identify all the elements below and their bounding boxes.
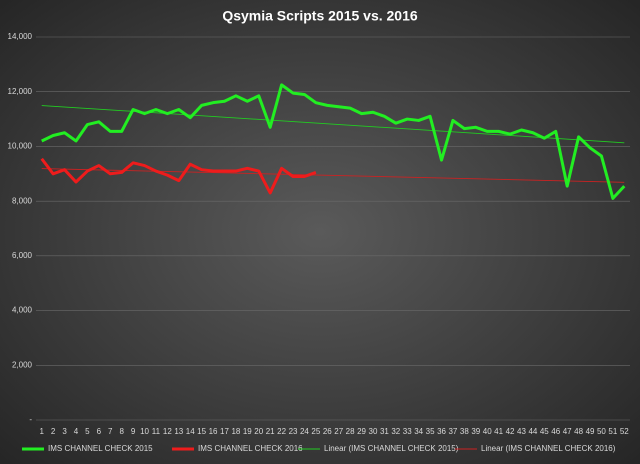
x-tick-label: 9 bbox=[131, 427, 136, 436]
x-tick-label: 17 bbox=[220, 427, 229, 436]
x-tick-label: 47 bbox=[563, 427, 572, 436]
x-tick-label: 20 bbox=[254, 427, 263, 436]
x-tick-label: 16 bbox=[209, 427, 218, 436]
x-tick-label: 23 bbox=[289, 427, 298, 436]
x-tick-label: 36 bbox=[437, 427, 446, 436]
y-tick-label: 6,000 bbox=[12, 251, 33, 260]
x-tick-label: 42 bbox=[506, 427, 515, 436]
x-tick-label: 52 bbox=[620, 427, 629, 436]
x-tick-label: 19 bbox=[243, 427, 252, 436]
y-tick-label: 2,000 bbox=[12, 360, 33, 369]
x-tick-label: 14 bbox=[186, 427, 195, 436]
y-tick-label: 12,000 bbox=[8, 87, 33, 96]
x-tick-label: 25 bbox=[311, 427, 320, 436]
legend-label: IMS CHANNEL CHECK 2016 bbox=[198, 444, 303, 453]
x-tick-label: 32 bbox=[391, 427, 400, 436]
x-tick-label: 51 bbox=[608, 427, 617, 436]
x-tick-label: 44 bbox=[528, 427, 537, 436]
y-tick-label: 8,000 bbox=[12, 196, 33, 205]
x-tick-label: 3 bbox=[62, 427, 67, 436]
x-tick-label: 40 bbox=[483, 427, 492, 436]
x-tick-label: 10 bbox=[140, 427, 149, 436]
x-tick-label: 46 bbox=[551, 427, 560, 436]
x-tick-label: 4 bbox=[74, 427, 79, 436]
x-tick-label: 1 bbox=[39, 427, 44, 436]
x-tick-label: 41 bbox=[494, 427, 503, 436]
x-tick-label: 7 bbox=[108, 427, 113, 436]
x-tick-label: 35 bbox=[426, 427, 435, 436]
x-tick-label: 39 bbox=[471, 427, 480, 436]
trend-line bbox=[41, 168, 625, 183]
x-tick-label: 30 bbox=[369, 427, 378, 436]
series-line bbox=[41, 83, 626, 200]
x-tick-label: 48 bbox=[574, 427, 583, 436]
x-tick-label: 50 bbox=[597, 427, 606, 436]
legend-label: IMS CHANNEL CHECK 2015 bbox=[48, 444, 153, 453]
x-tick-label: 22 bbox=[277, 427, 286, 436]
x-tick-label: 21 bbox=[266, 427, 275, 436]
chart-title: Qsymia Scripts 2015 vs. 2016 bbox=[222, 8, 418, 24]
legend-label: Linear (IMS CHANNEL CHECK 2016) bbox=[481, 444, 616, 453]
x-tick-label: 8 bbox=[119, 427, 124, 436]
x-tick-label: 24 bbox=[300, 427, 309, 436]
x-tick-label: 37 bbox=[448, 427, 457, 436]
x-tick-label: 38 bbox=[460, 427, 469, 436]
series-line bbox=[40, 157, 317, 195]
x-tick-label: 31 bbox=[380, 427, 389, 436]
x-tick-label: 49 bbox=[586, 427, 595, 436]
x-tick-label: 5 bbox=[85, 427, 90, 436]
x-tick-label: 28 bbox=[346, 427, 355, 436]
x-tick-label: 15 bbox=[197, 427, 206, 436]
x-tick-label: 45 bbox=[540, 427, 549, 436]
x-tick-label: 13 bbox=[174, 427, 183, 436]
y-tick-label: 10,000 bbox=[8, 142, 33, 151]
x-tick-label: 12 bbox=[163, 427, 172, 436]
y-tick-label: - bbox=[29, 415, 32, 424]
x-tick-label: 11 bbox=[152, 427, 161, 436]
x-tick-label: 18 bbox=[231, 427, 240, 436]
x-tick-label: 6 bbox=[97, 427, 102, 436]
x-tick-label: 29 bbox=[357, 427, 366, 436]
x-tick-label: 27 bbox=[334, 427, 343, 436]
y-tick-label: 14,000 bbox=[8, 32, 33, 41]
x-tick-label: 26 bbox=[323, 427, 332, 436]
x-tick-label: 43 bbox=[517, 427, 526, 436]
x-tick-label: 33 bbox=[403, 427, 412, 436]
legend-label: Linear (IMS CHANNEL CHECK 2015) bbox=[324, 444, 459, 453]
y-tick-label: 4,000 bbox=[12, 306, 33, 315]
x-tick-label: 2 bbox=[51, 427, 56, 436]
x-tick-label: 34 bbox=[414, 427, 423, 436]
